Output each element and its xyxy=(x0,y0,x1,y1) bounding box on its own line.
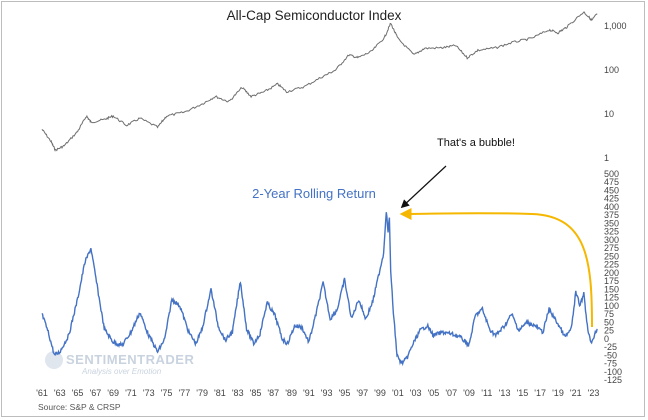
bottom-y-tick-label: 225 xyxy=(604,260,619,270)
x-axis: '61 '63 '65 '67 '69 '71 '73 '75 '77 '79 '81 '83 '85 '… xyxy=(36,388,599,398)
x-tick-label: '85 xyxy=(250,388,262,398)
top-y-tick-label: 100 xyxy=(604,65,619,75)
index-line xyxy=(41,11,598,152)
x-tick-label: '89 xyxy=(285,388,297,398)
bottom-y-tick-label: 0 xyxy=(604,334,609,344)
bottom-y-tick-label: 425 xyxy=(604,194,619,204)
x-tick-label: '11 xyxy=(481,388,492,398)
bottom-y-tick-label: -25 xyxy=(604,342,617,352)
bottom-y-tick-label: 25 xyxy=(604,326,614,336)
bottom-y-tick-label: 50 xyxy=(604,317,614,327)
bottom-y-axis: 5004754504254003753503253002752502252001… xyxy=(604,169,622,385)
x-tick-label: '13 xyxy=(499,388,511,398)
x-tick-label: '71 xyxy=(125,388,137,398)
x-tick-label: '61 xyxy=(36,388,48,398)
bottom-y-tick-label: 475 xyxy=(604,177,619,187)
bottom-y-tick-label: -75 xyxy=(604,359,617,369)
x-tick-label: '19 xyxy=(552,388,564,398)
x-tick-label: '05 xyxy=(428,388,440,398)
top-y-tick-label: 1,000 xyxy=(604,21,627,31)
x-tick-label: '15 xyxy=(517,388,529,398)
bottom-y-tick-label: 375 xyxy=(604,210,619,220)
x-tick-label: '69 xyxy=(107,388,119,398)
x-tick-label: '81 xyxy=(214,388,226,398)
bottom-y-tick-label: -100 xyxy=(604,367,622,377)
top-index-series xyxy=(41,11,598,152)
bottom-y-tick-label: 300 xyxy=(604,235,619,245)
x-tick-label: '73 xyxy=(143,388,155,398)
watermark: SENTIMENTRADER Analysis over Emotion xyxy=(45,351,194,376)
top-y-tick-label: 1 xyxy=(604,153,609,163)
bottom-y-tick-label: 325 xyxy=(604,227,619,237)
x-tick-label: '79 xyxy=(196,388,208,398)
source-note: Source: S&P & CRSP xyxy=(38,402,121,412)
x-tick-label: '91 xyxy=(303,388,315,398)
x-tick-label: '93 xyxy=(321,388,333,398)
x-tick-label: '03 xyxy=(410,388,422,398)
bottom-y-tick-label: 100 xyxy=(604,301,619,311)
x-tick-label: '17 xyxy=(534,388,546,398)
bottom-y-tick-label: 350 xyxy=(604,218,619,228)
watermark-tagline: Analysis over Emotion xyxy=(81,367,162,376)
top-y-tick-label: 10 xyxy=(604,109,614,119)
bottom-chart-label: 2-Year Rolling Return xyxy=(252,186,376,201)
bottom-y-tick-label: 450 xyxy=(604,185,619,195)
annotation-text: That's a bubble! xyxy=(437,137,515,149)
x-tick-label: '99 xyxy=(374,388,386,398)
bottom-y-tick-label: 400 xyxy=(604,202,619,212)
watermark-name: SENTIMENTRADER xyxy=(66,352,194,367)
bottom-y-tick-label: -50 xyxy=(604,350,617,360)
bottom-y-tick-label: -125 xyxy=(604,375,622,385)
bottom-y-tick-label: 150 xyxy=(604,284,619,294)
top-y-axis: 1,000 100 10 1 xyxy=(604,21,627,163)
x-tick-label: '67 xyxy=(90,388,102,398)
bottom-y-tick-label: 500 xyxy=(604,169,619,179)
watermark-logo-icon xyxy=(45,351,63,369)
x-tick-label: '97 xyxy=(356,388,368,398)
bottom-y-tick-label: 125 xyxy=(604,293,619,303)
x-tick-label: '77 xyxy=(178,388,190,398)
top-chart-title: All-Cap Semiconductor Index xyxy=(227,8,402,23)
x-tick-label: '65 xyxy=(72,388,84,398)
x-tick-label: '09 xyxy=(463,388,475,398)
x-tick-label: '07 xyxy=(445,388,457,398)
rolling-return-line xyxy=(41,212,598,367)
bottom-return-series xyxy=(41,212,598,367)
bottom-y-tick-label: 250 xyxy=(604,251,619,261)
highlight-arrow xyxy=(399,207,593,328)
x-tick-label: '95 xyxy=(339,388,351,398)
x-tick-label: '01 xyxy=(392,388,404,398)
x-tick-label: '23 xyxy=(588,388,600,398)
x-tick-label: '21 xyxy=(570,388,582,398)
bottom-y-tick-label: 200 xyxy=(604,268,619,278)
annotation-arrow xyxy=(400,165,447,209)
bottom-y-tick-label: 75 xyxy=(604,309,614,319)
bottom-y-tick-label: 175 xyxy=(604,276,619,286)
bottom-y-tick-label: 275 xyxy=(604,243,619,253)
x-tick-label: '63 xyxy=(54,388,66,398)
x-tick-label: '83 xyxy=(232,388,244,398)
x-tick-label: '75 xyxy=(161,388,173,398)
x-tick-label: '87 xyxy=(267,388,279,398)
